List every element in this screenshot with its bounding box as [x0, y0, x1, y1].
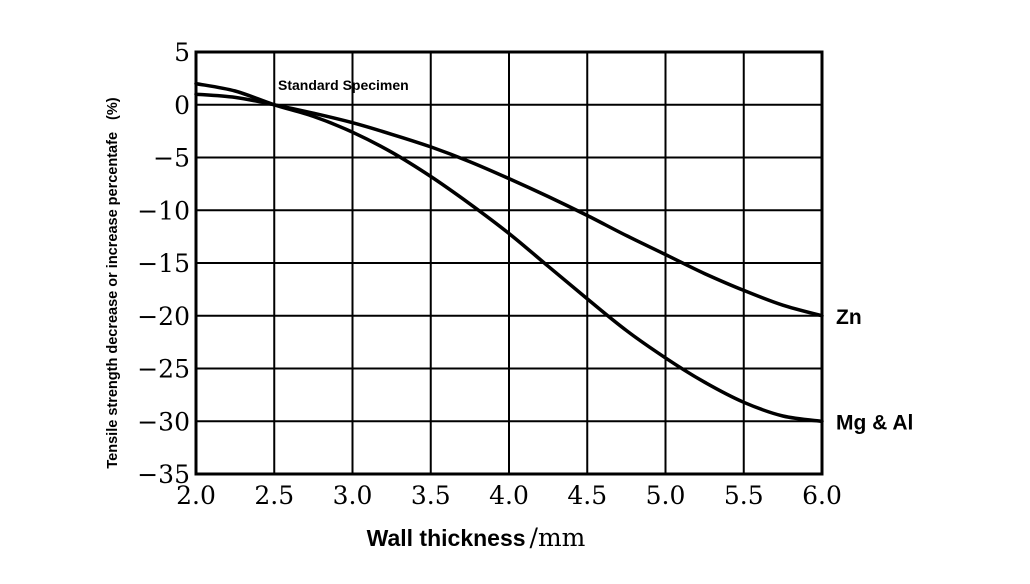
- y-axis-label: Tensile strength decrease or increase pe…: [105, 97, 121, 468]
- x-tick-labels: 2.0 2.5 3.0 3.5 4.0 4.5 5.0 5.5 6.0: [176, 481, 842, 510]
- grid: [195, 51, 823, 475]
- y-tick-labels: 5 0 −5 −10 −15 −20 −25 −30 −35: [137, 38, 190, 489]
- plot-frame: [194, 50, 824, 476]
- x-axis-label: Wall thickness /mm: [367, 523, 586, 552]
- annotation-standard-specimen: Standard Specimen: [278, 77, 409, 93]
- x-tick-label: 2.0: [176, 481, 216, 510]
- y-tick-label: 5: [174, 38, 190, 67]
- x-tick-label: 6.0: [802, 481, 842, 510]
- x-tick-label: 5.0: [646, 481, 686, 510]
- y-axis-title: Tensile strength decrease or increase pe…: [105, 132, 121, 469]
- y-tick-label: 0: [174, 91, 190, 120]
- y-tick-label: −30: [137, 407, 190, 436]
- x-tick-label: 5.5: [724, 481, 764, 510]
- x-tick-label: 4.5: [567, 481, 607, 510]
- y-tick-label: −15: [137, 249, 190, 278]
- series-line-mg-al: [194, 81, 824, 424]
- x-tick-label: 3.0: [333, 481, 373, 510]
- series-label-zn: Zn: [836, 306, 862, 329]
- x-tick-label: 4.0: [489, 481, 529, 510]
- series-lines: [194, 81, 824, 424]
- y-tick-label: −20: [137, 302, 190, 331]
- y-tick-label: −35: [137, 460, 190, 489]
- plot-border: [194, 50, 824, 476]
- series-labels: Zn Mg & Al: [836, 306, 913, 435]
- series-line-zn: [194, 92, 824, 318]
- y-tick-label: −10: [137, 196, 190, 225]
- y-tick-label: −5: [153, 144, 190, 173]
- x-tick-label: 3.5: [411, 481, 451, 510]
- y-axis-unit: (%): [105, 97, 121, 120]
- x-axis-title: Wall thickness: [367, 525, 526, 551]
- x-axis-unit: /mm: [530, 523, 586, 552]
- x-tick-label: 2.5: [254, 481, 294, 510]
- y-tick-label: −25: [137, 355, 190, 384]
- series-label-mg-al: Mg & Al: [836, 411, 913, 434]
